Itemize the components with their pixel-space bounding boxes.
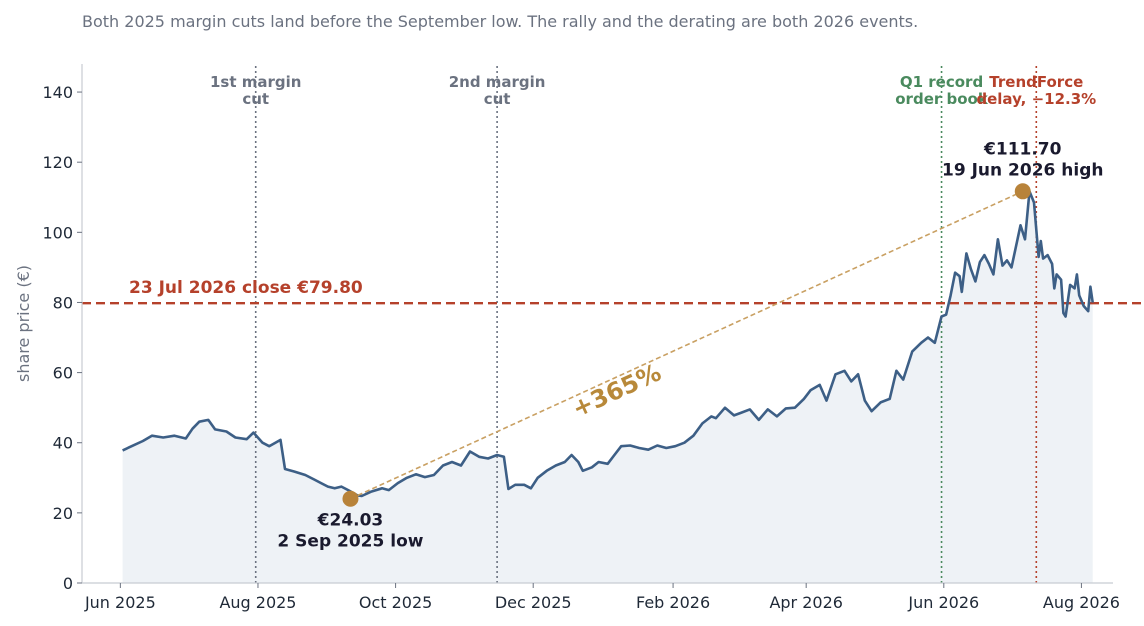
chart-subtitle: Both 2025 margin cuts land before the Se… — [82, 12, 919, 31]
y-tick-label: 140 — [42, 83, 73, 102]
y-tick-label: 0 — [63, 574, 73, 593]
low-marker — [342, 490, 359, 507]
y-tick-label: 80 — [53, 293, 73, 312]
x-tick-label: Aug 2025 — [219, 593, 296, 612]
x-tick-label: Feb 2026 — [636, 593, 710, 612]
event-label: order book — [895, 90, 989, 108]
x-tick-label: Dec 2025 — [495, 593, 572, 612]
event-label: delay, −12.3% — [976, 90, 1096, 108]
line-layer — [122, 190, 1094, 498]
axis-layer: 0 20 40 60 80 100 120 140 Jun 2025 Aug 2025 Oct 20… — [14, 64, 1120, 612]
x-tick-label: Oct 2025 — [359, 593, 432, 612]
event-label: cut — [242, 90, 269, 108]
reference-layer: 23 Jul 2026 close €79.80 — [82, 278, 1143, 305]
low-date-label: 2 Sep 2025 low — [277, 532, 423, 552]
area-layer — [122, 191, 1093, 584]
high-date-label: 19 Jun 2026 high — [942, 160, 1103, 180]
y-tick-label: 20 — [53, 504, 73, 523]
event-label: 1st margin — [210, 73, 301, 91]
x-tick-label: Jun 2026 — [907, 593, 979, 612]
event-label: Q1 record — [900, 73, 983, 91]
price-line — [122, 190, 1094, 498]
y-axis-label: share price (€) — [14, 265, 33, 382]
x-tick-label: Apr 2026 — [769, 593, 842, 612]
low-to-high-trend-line — [350, 190, 1024, 500]
y-tick-label: 120 — [42, 153, 73, 172]
y-tick-label: 100 — [42, 223, 73, 242]
low-value-label: €24.03 — [317, 511, 384, 531]
event-label: cut — [484, 90, 511, 108]
price-area — [122, 191, 1093, 584]
high-value-label: €111.70 — [983, 139, 1062, 159]
x-tick-label: Aug 2026 — [1043, 593, 1120, 612]
y-tick-label: 60 — [53, 364, 73, 383]
high-marker — [1014, 183, 1031, 200]
x-tick-label: Jun 2025 — [84, 593, 156, 612]
close-reference-label: 23 Jul 2026 close €79.80 — [129, 278, 363, 298]
y-tick-label: 40 — [53, 434, 73, 453]
event-label: 2nd margin — [449, 73, 546, 91]
event-label: TrendForce — [989, 73, 1083, 91]
gain-label: +365% — [568, 358, 665, 423]
